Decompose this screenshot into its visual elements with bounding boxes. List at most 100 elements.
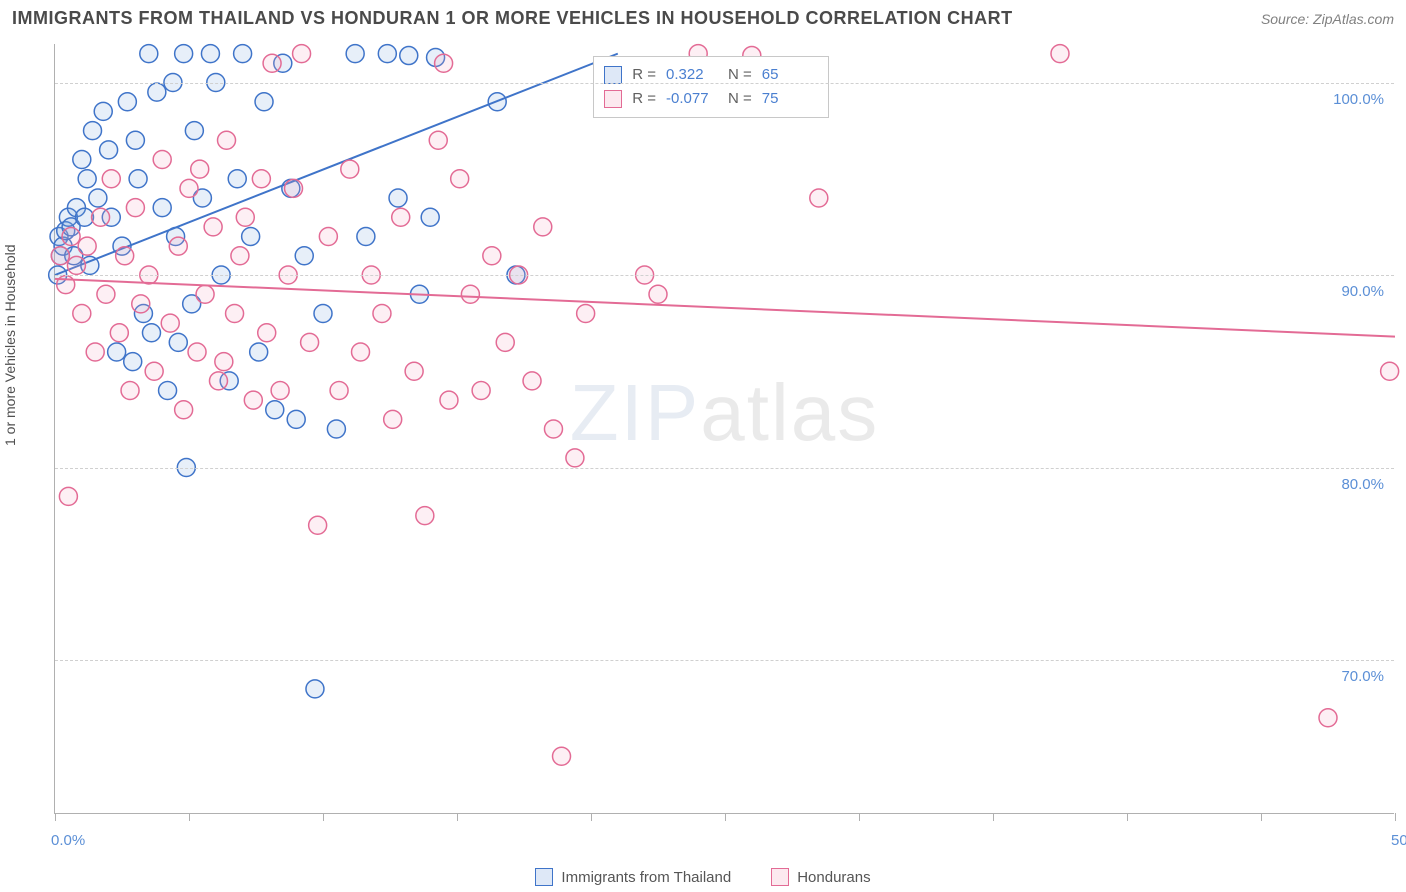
data-point [252, 170, 270, 188]
data-point [810, 189, 828, 207]
gridline [55, 468, 1394, 469]
data-point [59, 487, 77, 505]
data-point [244, 391, 262, 409]
data-point [159, 382, 177, 400]
data-point [148, 83, 166, 101]
data-point [327, 420, 345, 438]
data-point [153, 199, 171, 217]
data-point [51, 247, 69, 265]
legend-item: Hondurans [771, 868, 870, 886]
x-tick [1261, 813, 1262, 821]
data-point [116, 247, 134, 265]
gridline [55, 275, 1394, 276]
data-point [142, 324, 160, 342]
data-point [285, 179, 303, 197]
data-point [169, 237, 187, 255]
data-point [440, 391, 458, 409]
data-point [94, 102, 112, 120]
bottom-legend: Immigrants from ThailandHondurans [0, 868, 1406, 886]
data-point [255, 93, 273, 111]
x-tick [1127, 813, 1128, 821]
source-attribution: Source: ZipAtlas.com [1261, 11, 1394, 27]
x-tick [1395, 813, 1396, 821]
x-tick [591, 813, 592, 821]
data-point [378, 45, 396, 63]
data-point [472, 382, 490, 400]
x-tick [323, 813, 324, 821]
data-point [287, 410, 305, 428]
plot-area: ZIPatlas R =0.322N =65R =-0.077N =75 70.… [54, 44, 1394, 814]
data-point [373, 305, 391, 323]
x-tick [859, 813, 860, 821]
data-point [78, 170, 96, 188]
source-name: ZipAtlas.com [1313, 11, 1394, 27]
data-point [78, 237, 96, 255]
data-point [295, 247, 313, 265]
chart-header: IMMIGRANTS FROM THAILAND VS HONDURAN 1 O… [0, 0, 1406, 33]
data-point [73, 151, 91, 169]
data-point [175, 45, 193, 63]
data-point [132, 295, 150, 313]
data-point [263, 54, 281, 72]
data-point [319, 228, 337, 246]
data-point [218, 131, 236, 149]
data-point [649, 285, 667, 303]
data-point [102, 170, 120, 188]
data-point [129, 170, 147, 188]
data-point [429, 131, 447, 149]
legend-label: Hondurans [797, 869, 870, 886]
data-point [1381, 362, 1399, 380]
data-point [309, 516, 327, 534]
data-point [577, 305, 595, 323]
r-value: -0.077 [666, 87, 718, 111]
data-point [209, 372, 227, 390]
data-point [153, 151, 171, 169]
data-point [1051, 45, 1069, 63]
x-tick [993, 813, 994, 821]
legend-swatch [771, 868, 789, 886]
data-point [226, 305, 244, 323]
data-point [108, 343, 126, 361]
data-point [346, 45, 364, 63]
data-point [416, 507, 434, 525]
data-point [389, 189, 407, 207]
source-prefix: Source: [1261, 11, 1313, 27]
data-point [234, 45, 252, 63]
chart-svg [55, 44, 1394, 813]
data-point [421, 208, 439, 226]
data-point [384, 410, 402, 428]
data-point [451, 170, 469, 188]
n-value: 75 [762, 87, 814, 111]
data-point [92, 208, 110, 226]
legend-swatch [535, 868, 553, 886]
legend-swatch [604, 90, 622, 108]
chart-title: IMMIGRANTS FROM THAILAND VS HONDURAN 1 O… [12, 8, 1013, 29]
x-tick [55, 813, 56, 821]
data-point [357, 228, 375, 246]
data-point [118, 93, 136, 111]
data-point [180, 179, 198, 197]
data-point [566, 449, 584, 467]
data-point [435, 54, 453, 72]
y-axis-title: 1 or more Vehicles in Household [2, 244, 18, 446]
data-point [341, 160, 359, 178]
data-point [89, 189, 107, 207]
data-point [196, 285, 214, 303]
data-point [62, 228, 80, 246]
data-point [330, 382, 348, 400]
r-label: R = [632, 87, 656, 111]
x-tick-label: 0.0% [51, 832, 85, 849]
data-point [523, 372, 541, 390]
data-point [301, 333, 319, 351]
data-point [242, 228, 260, 246]
stats-row: R =-0.077N =75 [604, 87, 814, 111]
y-tick-label: 90.0% [1341, 283, 1384, 300]
data-point [266, 401, 284, 419]
gridline [55, 83, 1394, 84]
data-point [124, 353, 142, 371]
legend-swatch [604, 66, 622, 84]
y-tick-label: 70.0% [1341, 668, 1384, 685]
trend-line [55, 279, 1395, 337]
data-point [1319, 709, 1337, 727]
data-point [534, 218, 552, 236]
